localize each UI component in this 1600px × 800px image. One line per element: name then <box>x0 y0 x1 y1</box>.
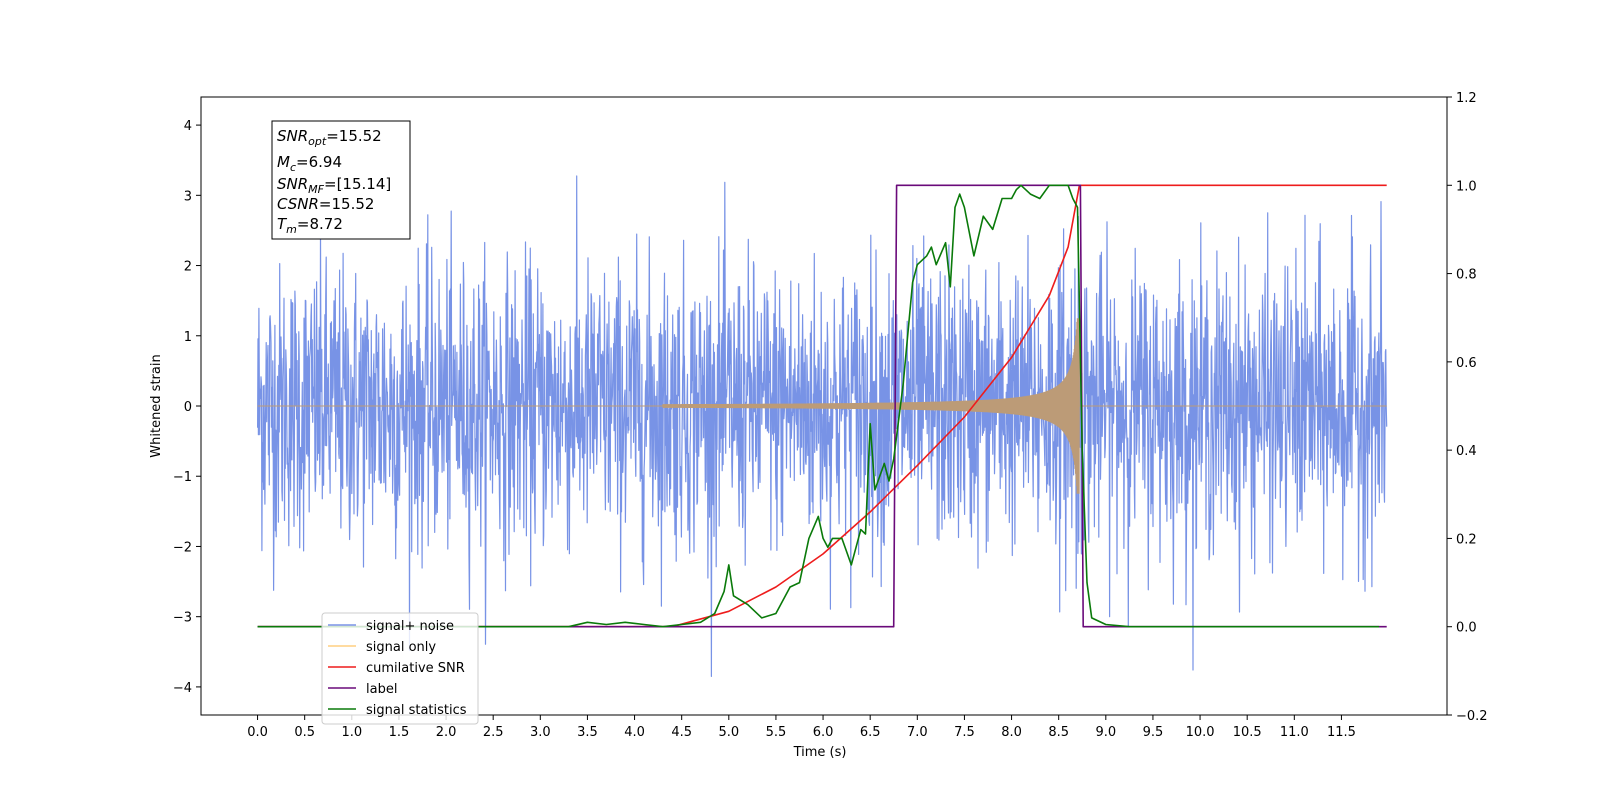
y-tick-label-left: 3 <box>184 189 192 204</box>
x-tick-label: 1.5 <box>389 725 410 740</box>
legend-label: signal statistics <box>366 703 467 718</box>
x-tick-label: 2.0 <box>436 725 457 740</box>
x-tick-label: 3.0 <box>530 725 551 740</box>
x-tick-label: 0.5 <box>294 725 315 740</box>
x-tick-label: 8.0 <box>1001 725 1022 740</box>
x-tick-label: 7.0 <box>907 725 928 740</box>
x-tick-label: 9.5 <box>1143 725 1164 740</box>
legend: signal+ noise signal only cumilative SNR la… <box>321 612 479 725</box>
legend-label: cumilative SNR <box>366 661 465 676</box>
x-tick-label: 1.0 <box>341 725 362 740</box>
x-tick-label: 11.0 <box>1280 725 1309 740</box>
annotation-snr-mf: SNRMF=[15.14] <box>277 175 391 196</box>
y-tick-label-left: 0 <box>184 400 192 415</box>
x-tick-label: 6.0 <box>813 725 834 740</box>
y-tick-label-left: −1 <box>173 470 192 485</box>
annotation-box: SNRopt=15.52 Mc=6.94 SNRMF=[15.14] CSNR=… <box>271 120 411 240</box>
x-tick-label: 4.5 <box>671 725 692 740</box>
legend-label: signal only <box>366 640 436 655</box>
y-tick-label-left: −3 <box>173 611 192 626</box>
annotation-mc: Mc=6.94 <box>277 153 342 174</box>
y-tick-label-left: 4 <box>184 119 192 134</box>
y-tick-label-right: 0.4 <box>1456 444 1477 459</box>
legend-label: label <box>366 682 397 697</box>
x-tick-label: 11.5 <box>1327 725 1356 740</box>
x-tick-label: 9.0 <box>1095 725 1116 740</box>
x-tick-label: 10.5 <box>1233 725 1262 740</box>
x-tick-label: 5.5 <box>766 725 787 740</box>
x-tick-label: 0.0 <box>247 725 268 740</box>
x-tick-label: 5.0 <box>718 725 739 740</box>
y-axis-label: Whitened strain <box>149 354 164 457</box>
y-tick-label-right: 0.6 <box>1456 356 1477 371</box>
series-line-signal-noise <box>257 175 1388 677</box>
x-tick-label: 8.5 <box>1048 725 1069 740</box>
y-tick-label-left: −2 <box>173 540 192 555</box>
x-tick-label: 2.5 <box>483 725 504 740</box>
legend-label: signal+ noise <box>366 619 454 634</box>
series-line-cumulative-snr <box>257 184 1387 628</box>
y-tick-label-left: 2 <box>184 260 192 275</box>
x-tick-label: 3.5 <box>577 725 598 740</box>
y-tick-label-left: −4 <box>173 681 192 696</box>
series-line-signal-statistics <box>257 184 1380 628</box>
annotation-csnr: CSNR=15.52 <box>277 195 374 213</box>
y-tick-label-right: −0.2 <box>1456 709 1488 724</box>
y-tick-label-right: 1.2 <box>1456 91 1477 106</box>
y-tick-label-left: 1 <box>184 330 192 345</box>
x-tick-label: 7.5 <box>954 725 975 740</box>
y-tick-label-right: 1.0 <box>1456 179 1477 194</box>
series-line-signal-only <box>257 318 1387 494</box>
x-tick-label: 6.5 <box>860 725 881 740</box>
plot-area <box>257 175 1388 677</box>
y-tick-label-right: 0.2 <box>1456 532 1477 547</box>
annotation-tm: Tm=8.72 <box>277 215 343 236</box>
x-tick-label: 10.0 <box>1186 725 1215 740</box>
x-axis-label: Time (s) <box>793 745 847 760</box>
annotation-snr-opt: SNRopt=15.52 <box>277 127 382 148</box>
x-tick-label: 4.0 <box>624 725 645 740</box>
y-tick-label-right: 0.0 <box>1456 621 1477 636</box>
y-tick-label-right: 0.8 <box>1456 268 1477 283</box>
